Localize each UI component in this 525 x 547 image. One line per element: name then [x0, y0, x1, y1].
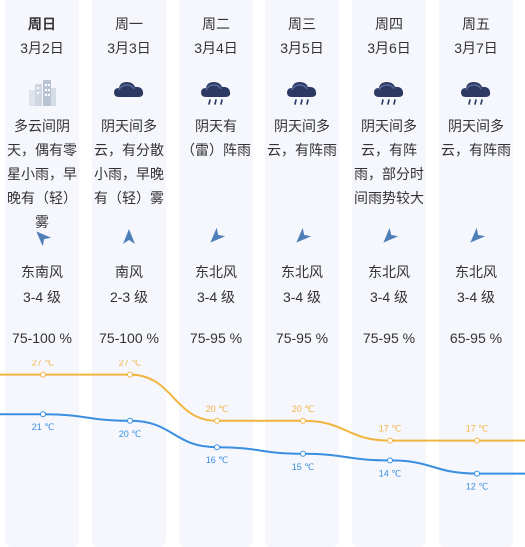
day-column: 周五 3月7日阴天间多云，有阵雨东北风 3-4 级 65-95 % — [439, 0, 513, 547]
humidity-label: 75-95 % — [362, 330, 416, 346]
high-temp-point — [387, 437, 393, 444]
high-temp-label: 20 ℃ — [292, 404, 315, 414]
temperature-chart: 27 ℃ 27 ℃ 20 ℃ 20 ℃ 17 ℃ 17 ℃ 21 ℃ 20 ℃ 16 ℃ 15 ℃… — [0, 360, 525, 492]
low-temp-point — [300, 450, 306, 457]
humidity-label: 75-100 % — [99, 330, 159, 346]
low-temp-point — [40, 411, 46, 418]
wind-direction-icon — [29, 224, 54, 249]
date-label: 3月6日 — [367, 40, 411, 56]
date-label: 3月4日 — [194, 40, 238, 56]
date-label: 3月2日 — [20, 40, 64, 56]
wind-level-label: 3-4 级 — [456, 289, 496, 305]
low-temp-point — [127, 417, 133, 424]
wind-direction-icon — [463, 224, 488, 249]
day-label: 周五 — [462, 16, 490, 32]
wind-direction-icon — [203, 224, 228, 249]
high-temp-label: 17 ℃ — [466, 424, 489, 434]
day-column: 周二 3月4日阴天有（雷）阵雨东北风 3-4 级 75-95 % — [179, 0, 253, 547]
rain-cloud-icon — [285, 78, 319, 108]
wind-direction-icon — [289, 224, 314, 249]
rain-cloud-icon — [199, 78, 233, 108]
wind-level-label: 3-4 级 — [369, 289, 409, 305]
wind-direction-icon — [120, 228, 138, 246]
day-label: 周三 — [288, 16, 316, 32]
high-temp-line — [0, 373, 525, 442]
day-column: 周日 3月2日多云间阴天，偶有零星小雨，早晚有（轻）雾东南风 3-4 级 75-100… — [5, 0, 79, 547]
low-temp-label: 15 ℃ — [292, 462, 315, 472]
wind-direction-label: 东北风 — [368, 264, 410, 280]
low-temp-label: 14 ℃ — [379, 468, 402, 478]
overcast-cloud-icon — [112, 78, 146, 108]
high-temp-point — [474, 437, 480, 444]
day-column: 周四 3月6日阴天间多云，有阵雨，部分时间雨势较大东北风 3-4 级 75-95 % — [352, 0, 426, 547]
low-temp-point — [387, 457, 393, 464]
humidity-label: 75-95 % — [275, 330, 329, 346]
humidity-label: 75-95 % — [189, 330, 243, 346]
low-temp-label: 20 ℃ — [119, 429, 142, 439]
rain-cloud-icon — [459, 78, 493, 108]
wind-direction-label: 东北风 — [455, 264, 497, 280]
high-temp-point — [214, 417, 220, 424]
humidity-label: 75-100 % — [12, 330, 72, 346]
day-label: 周日 — [28, 16, 56, 32]
weather-description: 阴天间多云，有阵雨，部分时间雨势较大 — [354, 118, 424, 206]
weather-description: 阴天间多云，有阵雨 — [267, 118, 337, 158]
wind-level-label: 3-4 级 — [282, 289, 322, 305]
wind-level-label: 3-4 级 — [22, 289, 62, 305]
humidity-label: 65-95 % — [449, 330, 503, 346]
low-temp-point — [214, 444, 220, 451]
weather-description: 多云间阴天，偶有零星小雨，早晚有（轻）雾 — [7, 118, 77, 230]
wind-direction-label: 东北风 — [195, 264, 237, 280]
date-label: 3月7日 — [454, 40, 498, 56]
high-temp-label: 27 ℃ — [32, 360, 55, 368]
wind-level-label: 3-4 级 — [196, 289, 236, 305]
rain-cloud-icon — [372, 78, 406, 108]
date-label: 3月3日 — [107, 40, 151, 56]
day-label: 周二 — [202, 16, 230, 32]
high-temp-point — [40, 371, 46, 378]
high-temp-point — [300, 417, 306, 424]
weather-description: 阴天间多云，有阵雨 — [441, 118, 511, 158]
low-temp-line — [0, 413, 525, 475]
high-temp-label: 20 ℃ — [206, 404, 229, 414]
day-label: 周一 — [115, 16, 143, 32]
wind-direction-icon — [376, 224, 401, 249]
low-temp-label: 21 ℃ — [32, 422, 55, 432]
high-temp-point — [127, 371, 133, 378]
wind-level-label: 2-3 级 — [109, 289, 149, 305]
high-temp-label: 27 ℃ — [119, 360, 142, 368]
low-temp-label: 16 ℃ — [206, 455, 229, 465]
day-column: 周一 3月3日阴天间多云，有分散小雨，早晚有（轻）雾南风 2-3 级 75-100 % — [92, 0, 166, 547]
wind-direction-label: 南风 — [115, 264, 143, 280]
cloudy-city-icon — [25, 78, 59, 108]
date-label: 3月5日 — [280, 40, 324, 56]
wind-direction-label: 东南风 — [21, 264, 63, 280]
low-temp-label: 12 ℃ — [466, 482, 489, 492]
wind-direction-label: 东北风 — [281, 264, 323, 280]
high-temp-label: 17 ℃ — [379, 424, 402, 434]
weather-description: 阴天间多云，有分散小雨，早晚有（轻）雾 — [94, 118, 164, 206]
weather-description: 阴天有（雷）阵雨 — [181, 118, 251, 158]
day-label: 周四 — [375, 16, 403, 32]
low-temp-point — [474, 470, 480, 477]
